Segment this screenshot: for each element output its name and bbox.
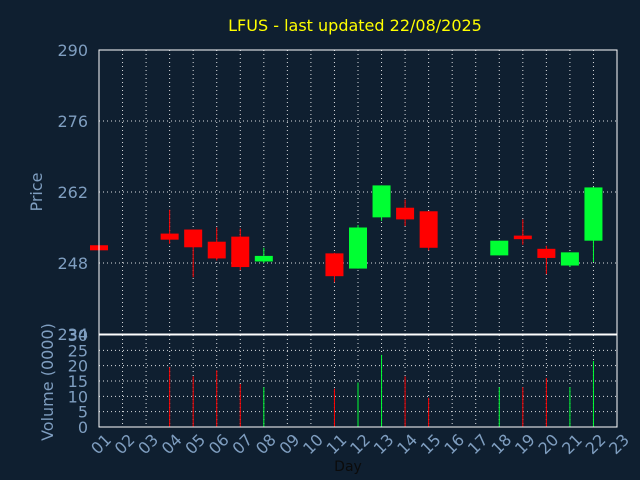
candle-08	[254, 247, 273, 263]
candle-13	[372, 185, 391, 221]
price-grid	[99, 50, 617, 334]
volume-bars	[169, 354, 594, 427]
candle-21	[560, 252, 579, 268]
candle-body	[537, 248, 556, 258]
candle-body	[396, 207, 415, 220]
volume-tick-label: 15	[68, 372, 88, 391]
volume-tick-label: 20	[68, 357, 88, 376]
price-panel: 234 248 262 276 290 Price	[27, 41, 618, 344]
price-frame	[98, 49, 618, 335]
candle-body	[372, 185, 391, 218]
price-tick-label: 290	[57, 41, 88, 60]
candle-06	[207, 227, 226, 261]
price-tick-label: 234	[57, 325, 88, 344]
candle-body	[207, 241, 226, 259]
candlesticks	[90, 185, 603, 283]
volume-frame	[98, 334, 618, 428]
chart-title: LFUS - last updated 22/08/2025	[228, 16, 482, 35]
volume-tick-label: 0	[78, 418, 88, 437]
day-ticks: 0102030405060708091011121314151617181920…	[87, 430, 633, 458]
candle-body	[419, 211, 438, 248]
volume-axis-title: Volume (0000)	[38, 323, 57, 441]
candle-07	[231, 228, 250, 271]
candle-20	[537, 245, 556, 275]
candle-19	[513, 219, 532, 245]
volume-tick-label: 30	[68, 326, 88, 345]
candle-body	[325, 253, 344, 277]
candle-body	[584, 187, 603, 241]
price-tick-label: 248	[57, 254, 88, 273]
price-axis-title: Price	[27, 172, 46, 211]
candle-18	[490, 240, 509, 256]
candle-body	[513, 235, 532, 240]
price-tick-label: 276	[57, 112, 88, 131]
candle-body	[254, 255, 273, 262]
candle-05	[184, 229, 203, 278]
candle-body	[160, 233, 179, 240]
volume-tick-label: 25	[68, 341, 88, 360]
volume-tick-label: 5	[78, 403, 88, 422]
day-axis-title: Day	[334, 459, 362, 475]
candle-12	[349, 224, 367, 269]
candle-body	[490, 240, 509, 256]
candle-15	[419, 211, 438, 251]
candle-body	[231, 236, 250, 268]
candle-04	[160, 209, 179, 244]
price-tick-label: 262	[57, 183, 88, 202]
candle-body	[184, 229, 203, 248]
candle-body	[349, 227, 367, 269]
candle-22	[584, 186, 603, 262]
candle-11	[325, 252, 344, 283]
price-y-ticks: 234 248 262 276 290	[57, 41, 88, 344]
volume-tick-label: 10	[68, 387, 88, 406]
candle-14	[396, 199, 415, 226]
candle-body	[560, 252, 579, 266]
